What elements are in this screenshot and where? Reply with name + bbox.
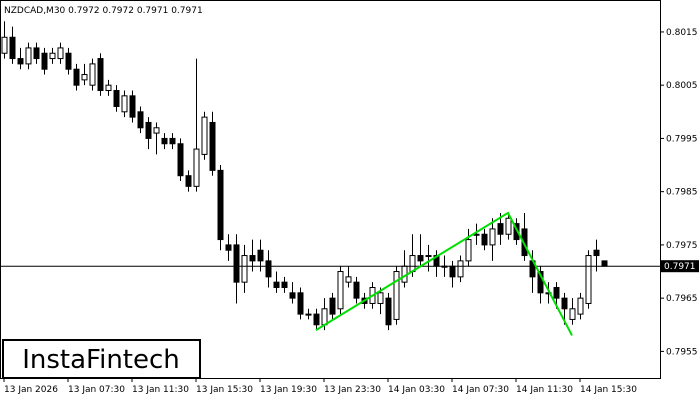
logo: InstaFintech <box>22 345 180 375</box>
candle-body <box>569 308 576 320</box>
price-label: 0.7971 <box>664 262 696 272</box>
candle-body <box>161 137 168 145</box>
candle-body <box>585 255 592 304</box>
candle-body <box>385 297 392 326</box>
candle-body <box>233 244 240 283</box>
x-tick-label: 13 Jan 15:30 <box>196 385 253 395</box>
candle-body <box>49 52 56 60</box>
candle-body <box>177 143 184 177</box>
x-tick-label: 14 Jan 15:30 <box>580 385 637 395</box>
candle-body <box>601 260 608 267</box>
candle-body <box>217 169 224 241</box>
candle-body <box>417 255 424 262</box>
candle-body <box>457 260 464 278</box>
x-tick-label: 14 Jan 07:30 <box>452 385 509 395</box>
x-tick-label: 13 Jan 11:30 <box>132 385 189 395</box>
candle-body <box>105 84 112 92</box>
candle-body <box>129 95 136 118</box>
candle-body <box>137 111 144 129</box>
candle-body <box>17 58 24 65</box>
x-tick-label: 14 Jan 03:30 <box>388 385 445 395</box>
x-tick-label: 14 Jan 11:30 <box>516 385 573 395</box>
candle-body <box>33 47 40 60</box>
candle-body <box>57 47 64 60</box>
candle-body <box>353 281 360 299</box>
candle-body <box>273 281 280 288</box>
chart-title: NZDCAD,M30 0.7972 0.7972 0.7971 0.7971 <box>4 6 203 16</box>
candle-body <box>337 271 344 310</box>
y-tick-label: 0.7965 <box>666 294 698 304</box>
candle-body <box>329 297 336 315</box>
candle-body <box>1 36 8 54</box>
candle-body <box>281 281 288 288</box>
candle-body <box>81 74 88 81</box>
candle-body <box>241 255 248 283</box>
candle-body <box>513 223 520 241</box>
y-tick-label: 0.8015 <box>666 28 698 38</box>
candle-body <box>449 265 456 278</box>
candle-body <box>393 271 400 320</box>
candle-body <box>489 228 496 246</box>
candle-body <box>185 175 192 187</box>
x-tick-label: 13 Jan 07:30 <box>68 385 125 395</box>
candle-body <box>65 52 72 70</box>
candle-body <box>481 233 488 246</box>
candle-body <box>577 297 584 315</box>
candle-body <box>41 52 48 70</box>
candle-body <box>289 292 296 299</box>
logo-box <box>2 339 201 379</box>
candle-body <box>425 255 432 258</box>
candle-body <box>465 239 472 262</box>
candle-body <box>89 63 96 86</box>
candle-body <box>121 95 128 113</box>
candle-body <box>265 260 272 278</box>
candle-body <box>377 292 384 304</box>
y-tick-label: 0.7975 <box>666 241 698 251</box>
candle-body <box>209 121 216 171</box>
candle-body <box>25 47 32 65</box>
y-tick-label: 0.7985 <box>666 188 698 198</box>
candle-body <box>553 286 560 299</box>
candle-body <box>305 313 312 316</box>
candle-body <box>73 68 80 86</box>
plot-frame <box>0 0 661 379</box>
candle-body <box>561 297 568 310</box>
candle-body <box>593 249 600 257</box>
x-tick-label: 13 Jan 19:30 <box>260 385 317 395</box>
candle-body <box>321 308 328 326</box>
candle-body <box>113 90 120 107</box>
candle-body <box>9 36 16 60</box>
y-tick-label: 0.7995 <box>666 134 698 144</box>
candle-body <box>153 127 160 134</box>
candle-body <box>249 255 256 262</box>
candle-body <box>193 148 200 187</box>
price-label-box <box>661 260 699 273</box>
candle-body <box>505 217 512 235</box>
candle-body <box>537 271 544 294</box>
candle-body <box>97 58 104 92</box>
candle-body <box>497 223 504 235</box>
y-tick-label: 0.8005 <box>666 81 698 91</box>
x-tick-label: 13 Jan 2026 <box>4 385 58 395</box>
candle-body <box>225 244 232 251</box>
candle-body <box>345 276 352 283</box>
candle-body <box>257 249 264 262</box>
candle-body <box>521 228 528 257</box>
y-tick-label: 0.7955 <box>666 347 698 357</box>
candle-body <box>313 313 320 326</box>
pattern-line <box>315 211 573 336</box>
candle-body <box>201 116 208 155</box>
x-tick-label: 13 Jan 23:30 <box>324 385 381 395</box>
candle-body <box>297 292 304 315</box>
candle-body <box>169 137 176 145</box>
candle-body <box>145 121 152 139</box>
